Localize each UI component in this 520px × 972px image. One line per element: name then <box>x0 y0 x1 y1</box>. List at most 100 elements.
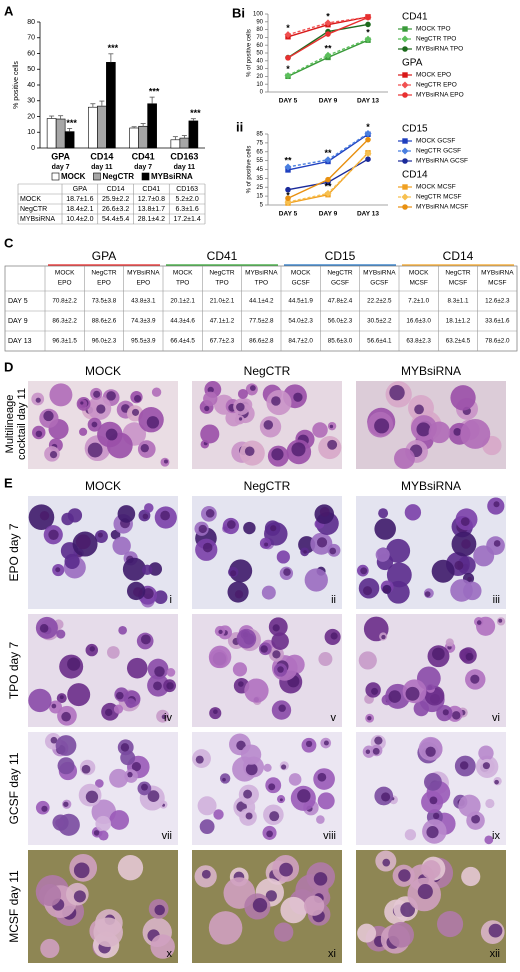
table-cell: 54.0±2.3 <box>288 318 313 325</box>
nucleus <box>73 890 86 903</box>
table-cell: 12.6±2.3 <box>485 298 510 305</box>
significance: * <box>326 11 330 21</box>
nucleus <box>459 761 469 770</box>
nucleus <box>75 534 91 550</box>
nucleus <box>467 576 472 582</box>
table-cell: 28.1±4.2 <box>138 216 165 223</box>
legend-label: MOCK EPO <box>416 72 451 79</box>
nucleus <box>142 513 149 520</box>
nucleus <box>416 422 431 437</box>
table-cell: 78.6±2.0 <box>485 338 510 345</box>
point <box>365 14 371 21</box>
row-label: MCSF day 11 <box>7 870 21 943</box>
image-index: ix <box>492 830 500 842</box>
point <box>364 35 372 43</box>
column-header: MOCK <box>55 270 75 277</box>
micrograph <box>28 732 178 845</box>
nucleus <box>424 591 431 597</box>
nucleus <box>429 796 438 805</box>
cell <box>413 700 429 717</box>
micrograph <box>192 381 342 469</box>
nucleus <box>400 902 416 917</box>
image-index: iv <box>164 712 172 724</box>
table-cell: 95.5±3.9 <box>131 338 156 345</box>
table-row-label: MOCK <box>20 196 41 203</box>
point <box>325 31 331 37</box>
panel-label: Bi <box>232 5 245 20</box>
table-cell: 47.8±2.4 <box>328 298 353 305</box>
point <box>324 189 332 197</box>
nucleus <box>163 459 168 464</box>
table-row-label: DAY 13 <box>8 338 32 345</box>
column-title: MOCK <box>85 479 121 493</box>
panel-label: C <box>4 235 14 250</box>
legend-marker <box>402 184 408 190</box>
table-row-label: DAY 5 <box>8 298 28 305</box>
legend-marker <box>401 147 409 155</box>
nucleus <box>67 657 81 671</box>
legend-label: MOCK TPO <box>416 26 451 33</box>
table-cell: 54.4±5.4 <box>102 216 129 223</box>
nucleus <box>382 858 391 867</box>
column-header: MCSF <box>409 280 427 287</box>
nucleus <box>425 746 436 757</box>
nucleus <box>297 789 311 803</box>
nucleus <box>105 428 118 441</box>
table-cell: 33.6±1.6 <box>485 318 510 325</box>
table-cell: 96.0±2.3 <box>92 338 117 345</box>
table-cell: 22.2±2.5 <box>367 298 392 305</box>
cell <box>431 559 455 583</box>
panel-label: A <box>4 3 14 18</box>
nucleus <box>460 517 470 526</box>
nucleus <box>260 645 268 653</box>
nucleus <box>493 540 501 547</box>
cell <box>450 385 476 411</box>
x-tick-label: DAY 9 <box>319 98 338 105</box>
point <box>324 51 332 59</box>
table-cell: 86.6±2.8 <box>249 338 274 345</box>
point <box>285 186 291 193</box>
nucleus <box>319 506 330 517</box>
point <box>324 156 332 164</box>
legend-marker <box>401 35 409 43</box>
nucleus <box>202 542 213 553</box>
column-title: MOCK <box>85 364 121 378</box>
significance: ** <box>284 155 292 165</box>
cell <box>386 538 411 563</box>
table-cell: 18.1±1.2 <box>446 318 471 325</box>
cell <box>240 744 262 765</box>
y-axis-label: % of positive cells <box>247 146 253 194</box>
column-header: MOCK <box>173 270 193 277</box>
nucleus <box>153 681 162 691</box>
legend-label: MYBsiRNA MCSF <box>416 204 468 211</box>
point <box>325 176 331 183</box>
cell <box>109 810 130 830</box>
image-index: x <box>167 948 173 960</box>
cell <box>280 896 307 924</box>
table-cell: 44.5±1.9 <box>288 298 313 305</box>
nucleus <box>271 448 284 461</box>
column-header: GCSF <box>370 280 388 287</box>
cell <box>148 562 163 576</box>
cell <box>478 745 494 761</box>
cell <box>394 447 415 469</box>
nucleus <box>454 560 464 570</box>
point <box>364 129 372 137</box>
cell <box>95 815 112 832</box>
nucleus <box>238 417 243 421</box>
nucleus <box>161 714 167 720</box>
significance: * <box>366 28 370 38</box>
y-tick-label: 75 <box>256 140 263 146</box>
nucleus <box>360 567 368 575</box>
cell <box>437 910 464 938</box>
panel-label: D <box>4 359 13 374</box>
nucleus <box>147 790 160 802</box>
column-title: NegCTR <box>244 479 291 493</box>
nucleus <box>268 783 276 791</box>
nucleus <box>236 740 246 751</box>
nucleus <box>465 652 474 661</box>
column-header: EPO <box>97 280 111 287</box>
table-cell: 56.0±2.3 <box>328 318 353 325</box>
nucleus <box>140 634 151 645</box>
